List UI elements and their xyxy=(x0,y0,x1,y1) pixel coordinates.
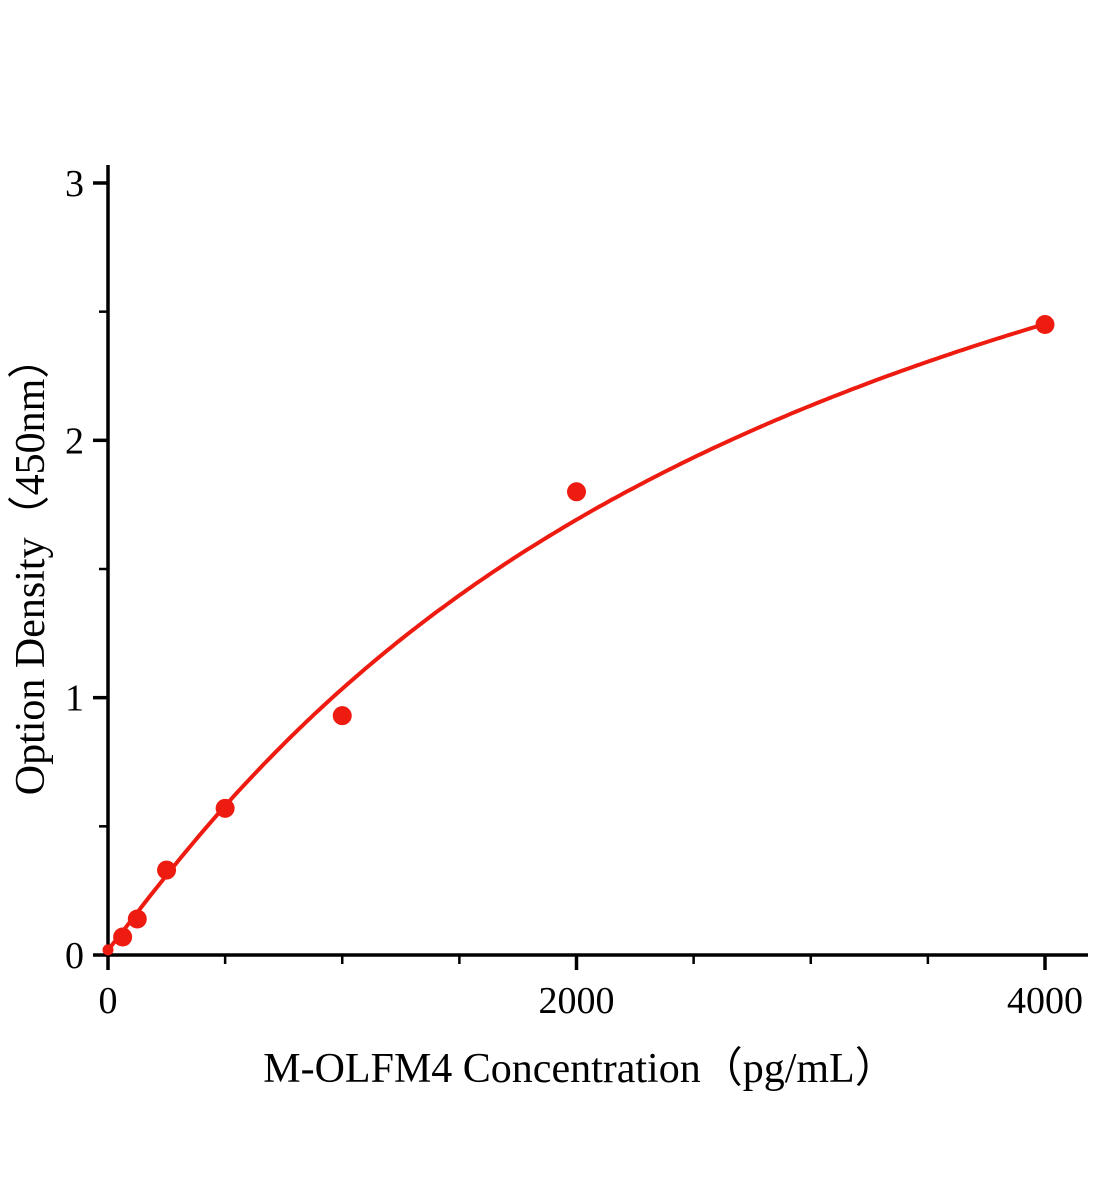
axis-spines xyxy=(106,165,1088,957)
data-point xyxy=(332,706,352,726)
x-tick-label: 0 xyxy=(99,980,118,1022)
data-point xyxy=(1035,315,1055,335)
y-axis-title: Option Density（450nm） xyxy=(8,337,54,796)
x-tick-label: 4000 xyxy=(1007,980,1083,1022)
y-tick-label: 1 xyxy=(65,678,84,720)
data-point xyxy=(102,944,114,956)
chart-dynamic-layer: 0 2000 4000 0 1 2 3 xyxy=(65,163,1088,1022)
fit-curve xyxy=(106,322,1047,952)
y-tick-label: 2 xyxy=(65,420,84,462)
x-tick-label: 2000 xyxy=(539,980,615,1022)
y-tick-label: 3 xyxy=(65,163,84,205)
data-point xyxy=(567,482,586,502)
data-point xyxy=(113,927,133,947)
y-tick-label: 0 xyxy=(65,935,84,977)
data-point xyxy=(127,909,147,929)
data-point xyxy=(157,860,177,880)
data-point xyxy=(215,798,235,818)
x-axis-title: M-OLFM4 Concentration（pg/mL） xyxy=(263,1046,896,1092)
